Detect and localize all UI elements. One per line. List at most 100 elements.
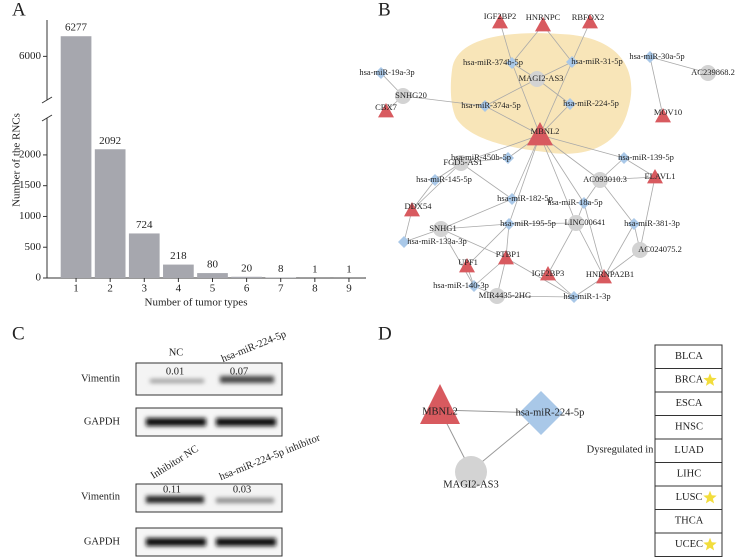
edge: [505, 257, 575, 298]
node-label: IGF2BP3: [532, 268, 565, 278]
node-label: IGF2BP2: [484, 11, 517, 21]
value-label: 20: [241, 262, 253, 274]
edge: [623, 157, 656, 178]
edge: [460, 162, 513, 200]
node-label: hsa-miR-31-5p: [571, 56, 622, 66]
caption: Dysregulated in: [587, 444, 655, 455]
edge: [411, 179, 436, 211]
lane-label: NC: [169, 347, 184, 358]
protein-label: Vimentin: [81, 373, 121, 384]
node-label: LINC00641: [564, 217, 605, 227]
diamond-node: [502, 152, 514, 164]
node-label: HNRNPC: [526, 12, 561, 22]
y-tick-label: 500: [25, 241, 42, 253]
x-tick-label: 7: [278, 283, 284, 295]
node-label: SNHG1: [429, 223, 456, 233]
band: [216, 498, 274, 503]
x-tick-label: 4: [176, 283, 182, 295]
circle-node: [395, 88, 411, 104]
circle-node: [700, 65, 716, 81]
lane-label: hsa-miR-224-5p: [220, 329, 288, 365]
node-label: SNHG20: [395, 90, 427, 100]
protein-label: Vimentin: [81, 491, 121, 502]
y-tick-label: 6000: [19, 50, 42, 62]
edge: [440, 228, 475, 287]
x-tick-label: 8: [312, 283, 318, 295]
circle-node: [455, 456, 487, 488]
node-label: hsa-miR-18a-5p: [547, 197, 602, 207]
table-cell: LIHC: [677, 469, 702, 480]
triangle-node: [582, 14, 598, 29]
bar: [128, 233, 160, 278]
edge: [440, 198, 513, 230]
y-tick-label: 1500: [19, 179, 42, 191]
triangle-node: [647, 169, 663, 184]
bar: [60, 36, 92, 278]
axis-break: [41, 114, 53, 122]
bar: [94, 149, 126, 278]
node-label: hsa-miR-450b-5p: [451, 152, 511, 162]
node-label: RBFOX2: [572, 12, 605, 22]
y-tick-label: 0: [36, 272, 42, 284]
lane-label: Inhibitor NC: [149, 444, 201, 482]
diamond-node: [506, 57, 518, 69]
edge: [571, 21, 591, 63]
x-tick-label: 5: [210, 283, 216, 295]
bar: [197, 273, 228, 278]
panel-letter: C: [12, 323, 25, 344]
value-label: 1: [312, 263, 318, 275]
panel-letter: B: [378, 0, 391, 20]
value-label: 2092: [99, 135, 121, 147]
axis-break: [41, 96, 53, 104]
node-label: ELAVL1: [644, 171, 675, 181]
band: [146, 496, 204, 503]
node-label: AC239868.2: [691, 67, 735, 77]
tumor-table: BLCA BRCA ESCA HNSC LUAD LIHC LUSC THCA UCEC: [654, 344, 723, 557]
table-cell: UCEC: [675, 539, 703, 550]
triangle-node: [535, 17, 551, 32]
diamond-node: [618, 152, 630, 164]
diamond-node: [398, 236, 410, 248]
circle-node: [489, 288, 505, 304]
node-label: MIR4435-2HG: [479, 290, 531, 300]
x-tick-label: 9: [346, 283, 352, 295]
table-cell: BRCA: [675, 375, 704, 386]
edge: [496, 295, 575, 298]
value-label: 724: [136, 219, 153, 231]
edge: [539, 134, 577, 224]
value-label: 6277: [65, 22, 88, 34]
value-label: 218: [170, 250, 187, 262]
control-label: GAPDH: [84, 416, 121, 427]
blot-panel: NC hsa-miR-224-5p Vimentin 0.01 0.07 GAP…: [81, 329, 322, 557]
edge: [440, 223, 510, 230]
node-label: hsa-miR-140-3p: [433, 280, 489, 290]
value-label: 80: [207, 259, 219, 271]
band: [216, 418, 276, 426]
diamond-node: [503, 218, 515, 230]
edge: [539, 61, 573, 136]
edge: [603, 223, 635, 278]
triangle-node: [492, 14, 508, 29]
circle-node: [453, 155, 469, 171]
node-label: HNRNPA2B1: [586, 269, 634, 279]
diamond-node: [429, 174, 441, 186]
node-label: MAGI2-AS3: [519, 73, 564, 83]
diamond-node: [519, 391, 563, 435]
x-axis-title: Number of tumor types: [145, 297, 248, 309]
x-tick-label: 3: [142, 283, 148, 295]
node-label: FGD5-AS1: [443, 157, 482, 167]
bar: [231, 276, 262, 278]
value-label: 8: [278, 263, 284, 275]
node-label: MOV10: [654, 107, 682, 117]
edge: [508, 222, 577, 225]
circle-node: [529, 71, 545, 87]
node-label: UPF1: [458, 257, 478, 267]
diamond-node: [564, 98, 576, 110]
edge: [402, 95, 486, 107]
triangle-node: [596, 269, 612, 284]
band: [150, 379, 204, 383]
node-label: hsa-miR-182-5p: [497, 193, 553, 203]
diamond-node: [566, 56, 578, 68]
edge: [466, 223, 510, 267]
